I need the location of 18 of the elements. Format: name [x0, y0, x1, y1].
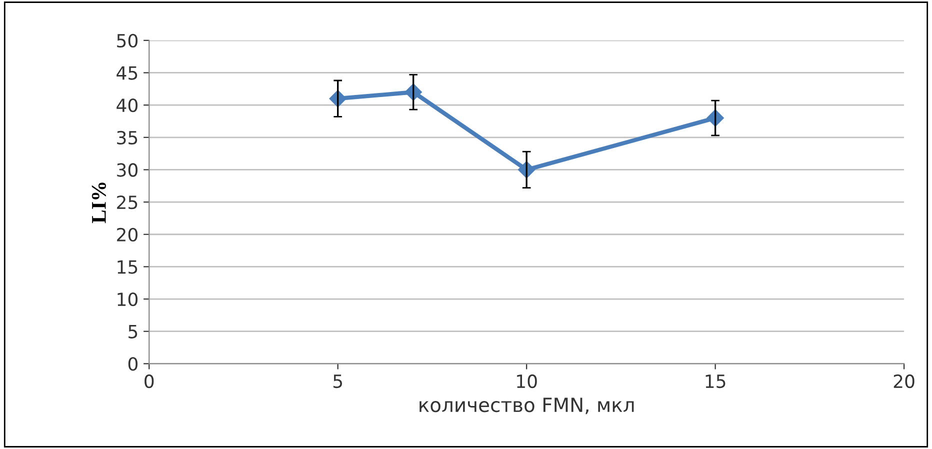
x-tick-label: 20 [894, 374, 914, 388]
y-tick-label: 35 [117, 130, 138, 145]
x-tick-label: 0 [144, 374, 154, 388]
y-tick-label: 0 [128, 357, 138, 371]
y-tick-label: 50 [117, 34, 138, 48]
x-axis-title: количество FMN, мкл [420, 398, 634, 414]
y-tick-label: 40 [116, 98, 138, 112]
x-tick-label: 15 [706, 374, 726, 388]
y-tick-label: 10 [118, 292, 138, 306]
x-tick-label: 5 [334, 374, 342, 388]
y-tick-label: 15 [118, 260, 138, 274]
y-tick-label: 25 [117, 196, 138, 210]
y-tick-label: 20 [117, 228, 138, 242]
x-tick-label: 10 [517, 374, 537, 388]
y-axis-title: LI% [92, 182, 106, 224]
y-tick-label: 5 [128, 325, 138, 338]
y-tick-label: 30 [117, 163, 138, 177]
y-tick-label: 45 [116, 66, 138, 80]
